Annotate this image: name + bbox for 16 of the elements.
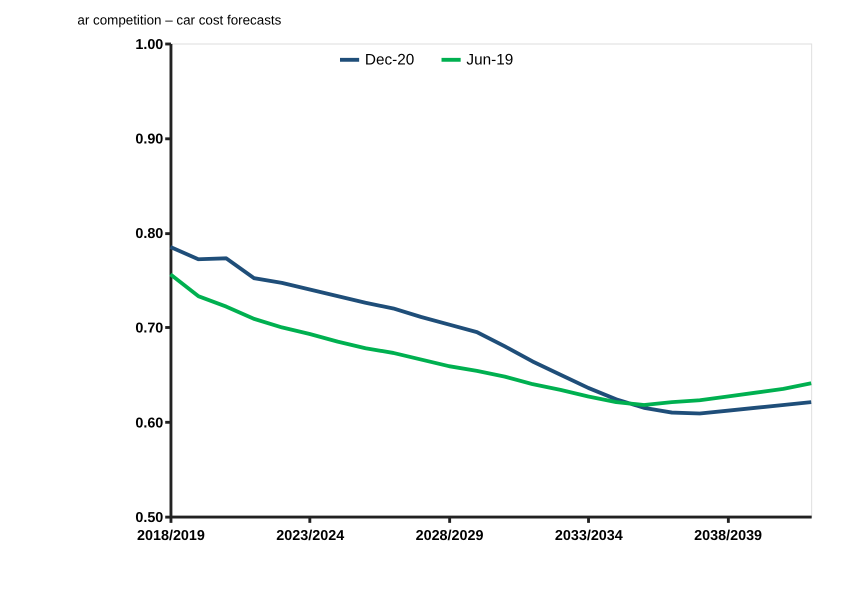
y-tick-label: 0.60	[135, 415, 164, 432]
x-tick-label: 2023/2024	[276, 528, 344, 544]
legend-label: Dec-20	[364, 52, 414, 69]
x-tick-label: 2033/2034	[554, 528, 623, 544]
y-tick-label: 1.00	[135, 36, 164, 53]
y-tick-label: 0.80	[135, 226, 164, 242]
x-tick-label: 2018/2019	[137, 528, 205, 544]
legend-label: Jun-19	[466, 52, 514, 69]
chart-title: ar competition – car cost forecasts	[77, 12, 282, 28]
x-tick-label: 2028/2029	[416, 528, 484, 544]
y-tick-label: 0.90	[135, 131, 164, 148]
line-series	[168, 245, 814, 416]
line-series	[168, 272, 814, 407]
x-tick-label: 2038/2039	[694, 528, 762, 544]
y-tick-label: 0.50	[135, 510, 164, 526]
y-tick-label: 0.70	[135, 320, 164, 337]
